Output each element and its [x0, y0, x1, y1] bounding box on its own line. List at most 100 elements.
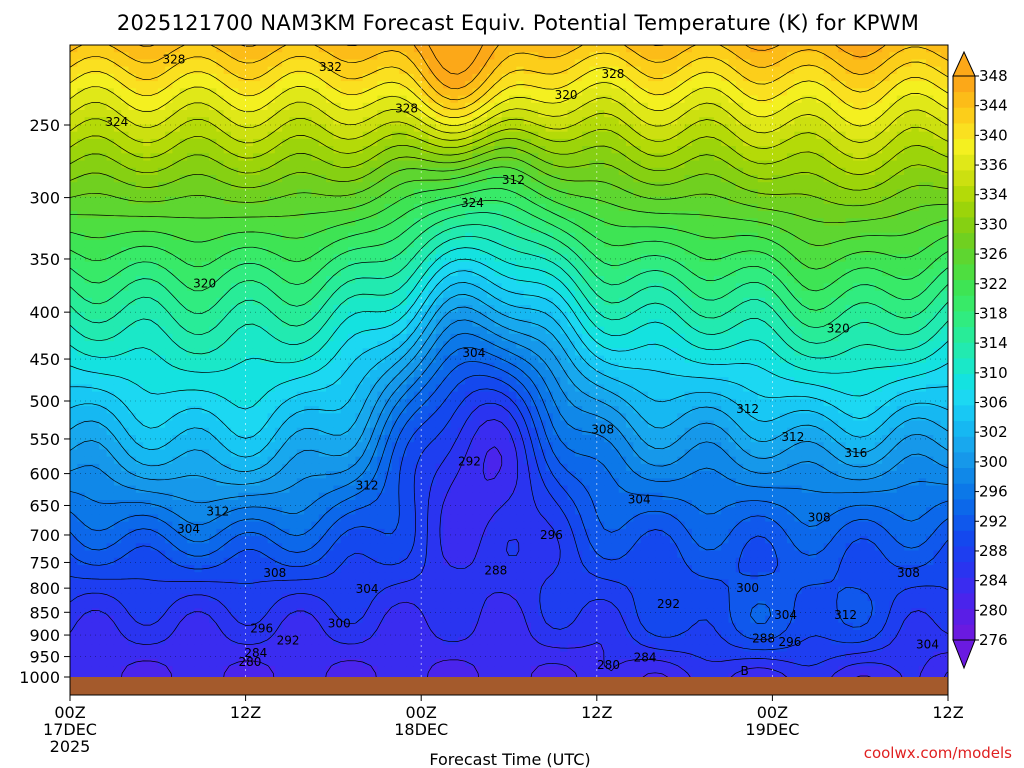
field-cell: [106, 240, 115, 248]
field-cell: [355, 240, 364, 248]
field-cell: [801, 225, 810, 234]
field-cell: [479, 81, 488, 89]
field-cell: [699, 45, 708, 53]
field-cell: [282, 95, 291, 104]
field-cell: [860, 102, 869, 111]
field-cell: [384, 203, 393, 212]
field-cell: [355, 167, 364, 176]
field-cell: [838, 167, 847, 176]
field-cell: [230, 167, 239, 176]
field-cell: [252, 203, 261, 212]
field-cell: [509, 305, 517, 313]
field-cell: [823, 268, 832, 277]
field-cell: [479, 52, 488, 61]
field-cell: [472, 88, 481, 97]
field-cell: [750, 283, 759, 292]
field-cell: [743, 232, 752, 241]
field-cell: [391, 305, 400, 313]
field-cell: [516, 305, 525, 313]
field-cell: [530, 232, 539, 241]
field-cell: [165, 110, 174, 118]
field-cell: [691, 283, 700, 292]
field-cell: [209, 312, 217, 321]
field-cell: [84, 261, 93, 270]
field-cell: [860, 81, 869, 89]
field-cell: [355, 305, 364, 313]
field-cell: [684, 254, 693, 263]
field-cell: [596, 203, 605, 212]
field-cell: [787, 240, 795, 248]
field-cell: [860, 268, 869, 277]
field-cell: [311, 333, 320, 342]
field-cell: [743, 254, 752, 263]
field-cell: [457, 189, 466, 198]
field-cell: [70, 153, 78, 162]
field-cell: [604, 254, 613, 263]
field-cell: [918, 146, 927, 154]
field-cell: [604, 81, 613, 89]
field-cell: [384, 102, 393, 111]
field-cell: [209, 211, 217, 219]
field-cell: [860, 203, 869, 212]
field-cell: [384, 326, 393, 335]
field-cell: [179, 138, 188, 147]
field-cell: [487, 319, 495, 328]
field-cell: [691, 189, 700, 198]
field-cell: [421, 81, 430, 89]
field-cell: [743, 52, 752, 61]
field-cell: [706, 218, 715, 227]
field-cell: [201, 81, 210, 89]
field-cell: [926, 268, 934, 277]
field-cell: [216, 124, 225, 133]
field-cell: [633, 81, 642, 89]
field-cell: [143, 305, 152, 313]
field-cell: [874, 124, 883, 133]
field-cell: [421, 319, 430, 328]
field-cell: [596, 160, 605, 169]
field-cell: [582, 59, 591, 68]
field-cell: [889, 254, 898, 263]
field-cell: [187, 95, 195, 104]
field-cell: [552, 203, 561, 212]
field-cell: [933, 268, 942, 277]
field-cell: [406, 297, 415, 306]
field-cell: [355, 110, 364, 118]
field-cell: [772, 268, 781, 277]
field-cell: [245, 52, 254, 61]
field-cell: [465, 326, 474, 335]
field-cell: [311, 261, 320, 270]
field-cell: [772, 110, 781, 118]
field-cell: [369, 297, 378, 306]
field-cell: [604, 95, 613, 104]
field-cell: [165, 218, 174, 227]
field-cell: [655, 66, 664, 75]
field-cell: [640, 196, 649, 205]
field-cell: [282, 175, 291, 183]
field-cell: [99, 283, 108, 292]
field-cell: [465, 240, 474, 248]
field-cell: [216, 95, 225, 104]
field-cell: [677, 175, 686, 183]
field-cell: [494, 146, 503, 154]
field-cell: [472, 268, 481, 277]
field-cell: [150, 211, 159, 219]
field-cell: [333, 341, 342, 349]
field-cell: [369, 261, 378, 270]
field-cell: [618, 138, 627, 147]
field-cell: [91, 333, 100, 342]
field-cell: [165, 290, 174, 299]
field-cell: [889, 225, 898, 234]
field-cell: [479, 305, 488, 313]
field-cell: [348, 66, 356, 75]
field-cell: [530, 319, 539, 328]
field-cell: [933, 319, 942, 328]
field-cell: [70, 297, 78, 306]
field-cell: [384, 110, 393, 118]
field-cell: [596, 283, 605, 292]
field-cell: [340, 232, 349, 241]
field-cell: [721, 66, 730, 75]
field-cell: [787, 225, 795, 234]
field-cell: [406, 124, 415, 133]
field-cell: [230, 326, 239, 335]
field-cell: [874, 138, 883, 147]
